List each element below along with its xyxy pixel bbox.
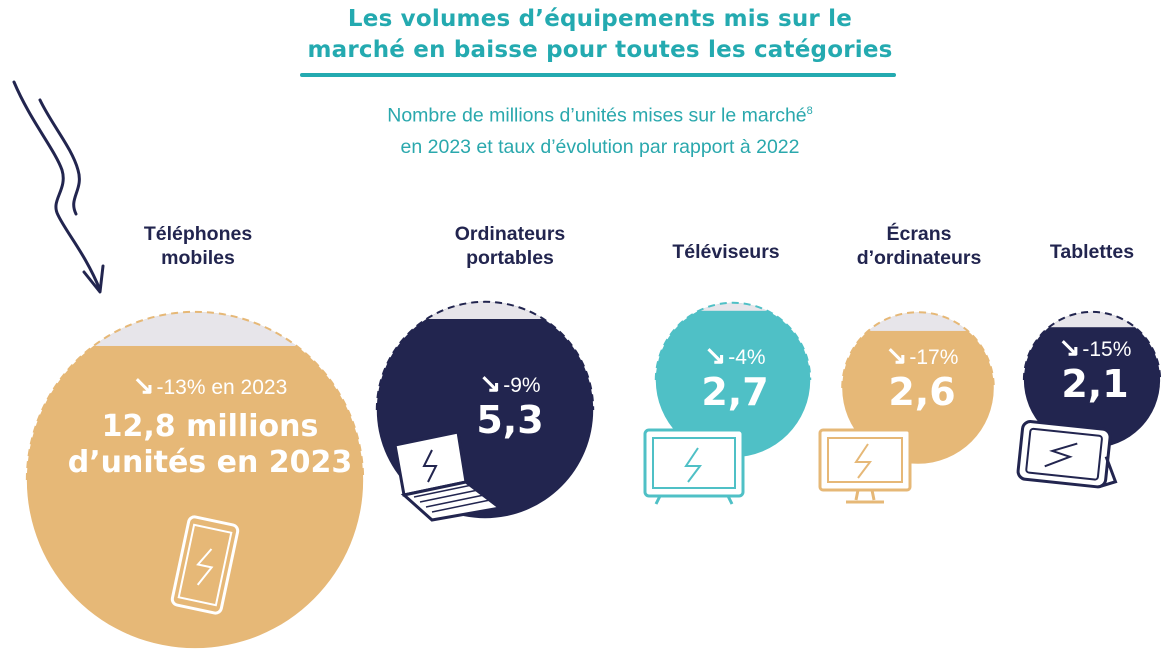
title-underline	[300, 73, 896, 77]
bubble-text-ordinateurs: ↘-9% 5,3	[450, 368, 570, 441]
value-ordinateurs: 5,3	[476, 398, 544, 442]
title-line-1: Les volumes d’équipements mis sur le	[347, 6, 853, 32]
chart-title: Les volumes d’équipements mis sur le mar…	[290, 4, 910, 66]
value-tablettes: 2,1	[1061, 362, 1129, 406]
label-telephones: Téléphones mobiles	[143, 223, 253, 269]
bubble-cap-1	[376, 301, 594, 320]
tv-icon	[643, 428, 745, 505]
bubble-text-tablettes: ↘-15% 2,1	[1040, 332, 1150, 405]
bubble-cap-3	[842, 312, 994, 331]
change-televiseurs: ↘-4%	[704, 340, 766, 370]
title-line-2: marché en baisse pour toutes les catégor…	[307, 37, 893, 63]
bubble-fill-2	[655, 302, 811, 458]
bubble-text-ecrans: ↘-17% 2,6	[862, 340, 982, 413]
bubble-fill-3	[842, 312, 994, 464]
footnote-marker: 8	[806, 105, 813, 117]
laptop-icon	[393, 430, 504, 522]
value-televiseurs: 2,7	[701, 370, 769, 414]
monitor-icon	[818, 428, 912, 504]
chart-subtitle: Nombre de millions d’unités mises sur le…	[280, 96, 920, 163]
label-televiseurs: Téléviseurs	[672, 241, 780, 263]
decorative-arrow-icon	[12, 80, 105, 294]
change-telephones: ↘-13% en 2023	[132, 370, 288, 400]
bubble-cap-0	[26, 311, 364, 346]
change-tablettes: ↘-15%	[1058, 332, 1132, 362]
change-ecrans: ↘-17%	[885, 340, 959, 370]
bubble-dash-4	[1022, 310, 1162, 381]
bubble-dash-1	[375, 300, 595, 411]
value-ecrans: 2,6	[888, 370, 956, 414]
bubble-cap-4	[1023, 311, 1161, 328]
smartphone-icon	[170, 515, 240, 615]
bubble-2	[654, 301, 812, 458]
value-telephones-line1: 12,8 millions	[101, 409, 319, 444]
change-ordinateurs: ↘-9%	[479, 368, 541, 398]
value-telephones-line2: d’unités en 2023	[67, 445, 353, 480]
bubble-text-televiseurs: ↘-4% 2,7	[680, 340, 790, 413]
subtitle-line-2: en 2023 et taux d’évolution par rapport …	[400, 135, 800, 158]
bubble-fill-4	[1023, 311, 1161, 449]
label-ordinateurs: Ordinateurs portables	[454, 223, 566, 269]
bubble-text-telephones: ↘-13% en 2023 12,8 millions d’unités en …	[60, 370, 360, 481]
label-tablettes: Tablettes	[1049, 241, 1135, 263]
bubble-dash-2	[654, 301, 812, 381]
bubble-cap-2	[655, 302, 811, 311]
label-ecrans: Écrans d’ordinateurs	[856, 223, 982, 269]
bubble-fill-0	[26, 311, 364, 649]
tablet-icon	[1016, 420, 1118, 489]
subtitle-line-1: Nombre de millions d’unités mises sur le…	[387, 104, 813, 127]
bubble-dash-0	[25, 310, 365, 481]
